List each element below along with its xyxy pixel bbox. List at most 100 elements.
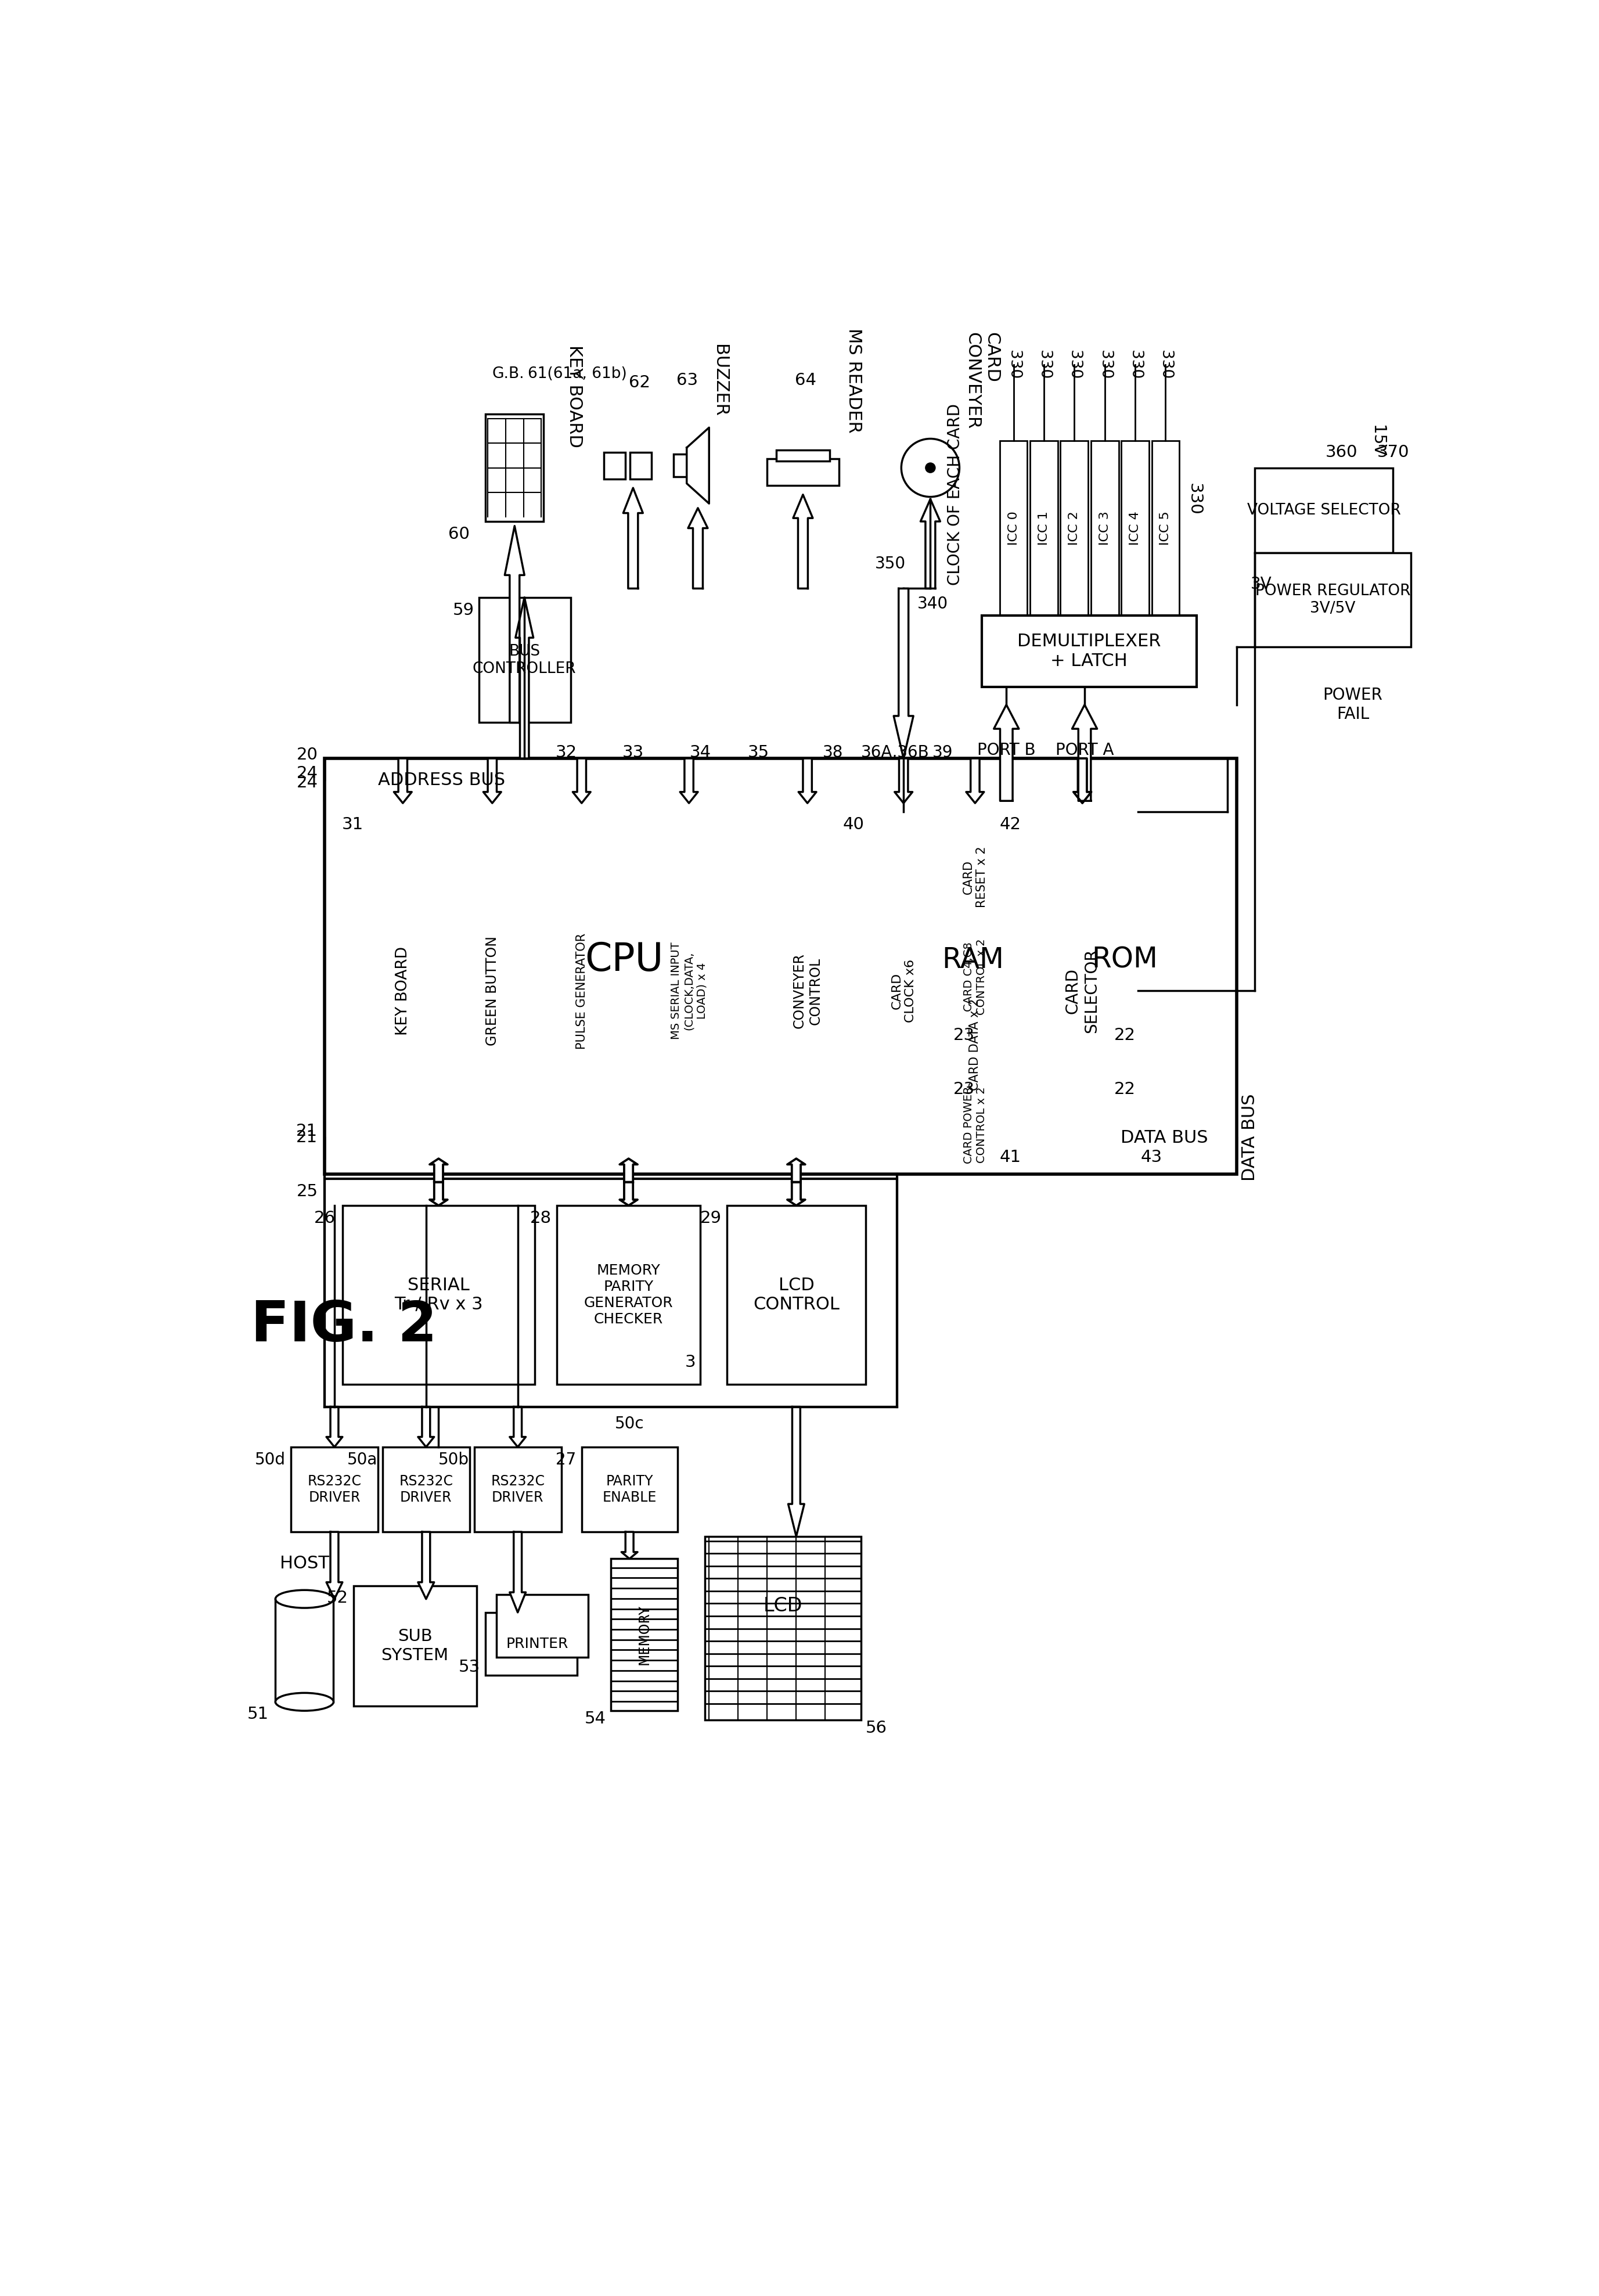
Text: 61(61a, 61b): 61(61a, 61b)	[528, 367, 627, 381]
Text: 52: 52	[326, 1591, 349, 1607]
Bar	[556, 1205, 700, 1384]
Text: 35: 35	[747, 744, 769, 760]
Polygon shape	[921, 498, 940, 588]
Text: MEMORY: MEMORY	[638, 1605, 651, 1665]
Bar	[611, 1559, 678, 1711]
Polygon shape	[430, 1182, 448, 1205]
Text: CONVEYER
CONTROL: CONVEYER CONTROL	[793, 953, 822, 1029]
Bar	[1059, 804, 1191, 1116]
Bar	[673, 455, 686, 478]
Polygon shape	[417, 1531, 433, 1598]
Text: ICC 3: ICC 3	[1099, 512, 1111, 544]
Text: 15V: 15V	[1369, 425, 1386, 457]
Text: ADDRESS BUS: ADDRESS BUS	[379, 771, 505, 788]
Text: PULSE GENERATOR: PULSE GENERATOR	[576, 932, 587, 1049]
Polygon shape	[787, 1182, 806, 1205]
Bar	[942, 813, 1009, 941]
Text: MEMORY
PARITY
GENERATOR
CHECKER: MEMORY PARITY GENERATOR CHECKER	[584, 1263, 673, 1327]
Polygon shape	[680, 758, 697, 804]
Bar	[728, 1205, 865, 1384]
Text: RS232C
DRIVER: RS232C DRIVER	[400, 1474, 453, 1504]
Polygon shape	[686, 427, 708, 503]
Text: CARD
RESET x 2: CARD RESET x 2	[963, 847, 988, 907]
Polygon shape	[510, 1407, 526, 1446]
Text: 23: 23	[953, 1081, 975, 1097]
Bar	[486, 413, 544, 521]
Bar	[942, 1010, 1009, 1079]
Polygon shape	[515, 597, 534, 758]
Text: DATA BUS: DATA BUS	[1241, 1093, 1258, 1182]
Bar	[638, 813, 740, 1169]
Text: 22: 22	[1115, 1029, 1135, 1045]
Bar	[776, 450, 830, 461]
Text: KEY BOARD: KEY BOARD	[566, 344, 584, 448]
Text: ICC 0: ICC 0	[1007, 512, 1019, 544]
Text: VOLTAGE SELECTOR: VOLTAGE SELECTOR	[1247, 503, 1401, 519]
Text: 23: 23	[953, 1029, 975, 1045]
Bar	[325, 758, 1236, 801]
Text: CARD
CONVEYER: CARD CONVEYER	[964, 333, 1001, 429]
Text: 50c: 50c	[614, 1417, 644, 1433]
Text: RS232C
DRIVER: RS232C DRIVER	[307, 1474, 361, 1504]
Polygon shape	[510, 1531, 526, 1612]
Text: SUB
SYSTEM: SUB SYSTEM	[381, 1628, 449, 1665]
Text: RAM: RAM	[942, 946, 1004, 974]
Text: DATA BUS: DATA BUS	[1121, 1130, 1207, 1146]
Text: 63: 63	[676, 372, 697, 388]
Text: PRINTER: PRINTER	[505, 1637, 568, 1651]
Polygon shape	[1073, 758, 1091, 804]
Text: 60: 60	[448, 526, 470, 542]
Text: POWER
FAIL: POWER FAIL	[1322, 687, 1383, 723]
Bar	[705, 1536, 862, 1720]
Text: 27: 27	[556, 1451, 576, 1467]
Polygon shape	[798, 758, 817, 804]
Polygon shape	[894, 758, 913, 804]
Text: 22: 22	[1115, 1081, 1135, 1097]
Polygon shape	[966, 758, 983, 804]
Bar	[548, 813, 616, 1169]
Text: 41: 41	[999, 1148, 1022, 1166]
Polygon shape	[793, 494, 812, 588]
Text: CLOCK OF EACH CARD: CLOCK OF EACH CARD	[947, 404, 963, 585]
Text: 38: 38	[822, 744, 843, 760]
Text: 43: 43	[1140, 1148, 1162, 1166]
Bar	[325, 758, 1236, 1173]
Polygon shape	[505, 526, 524, 723]
Bar	[478, 597, 571, 723]
Text: 330: 330	[1097, 351, 1113, 379]
Text: 59: 59	[453, 602, 475, 618]
Text: LCD
CONTROL: LCD CONTROL	[753, 1277, 839, 1313]
Text: 24: 24	[296, 774, 318, 792]
Text: 370: 370	[1377, 443, 1409, 459]
Bar	[353, 1587, 477, 1706]
Text: BUS
CONTROLLER: BUS CONTROLLER	[473, 643, 576, 677]
Text: 3: 3	[684, 1355, 696, 1371]
Bar	[342, 1205, 534, 1384]
Polygon shape	[688, 507, 708, 588]
Bar	[1091, 441, 1119, 615]
Polygon shape	[483, 758, 500, 804]
Text: 36A,36B: 36A,36B	[862, 744, 929, 760]
Polygon shape	[894, 588, 913, 758]
Text: 39: 39	[932, 744, 953, 760]
Text: 350: 350	[875, 556, 905, 572]
Text: ROM: ROM	[1092, 946, 1158, 974]
Text: ICC 4: ICC 4	[1129, 512, 1142, 544]
Text: 34: 34	[689, 744, 712, 760]
Bar	[475, 1446, 561, 1531]
Text: G.B.: G.B.	[492, 367, 524, 381]
Text: 50d: 50d	[254, 1451, 286, 1467]
Text: 340: 340	[918, 597, 948, 613]
Bar	[369, 813, 437, 1169]
Bar	[1027, 813, 1138, 1169]
Text: KEY BOARD: KEY BOARD	[395, 946, 411, 1035]
Text: LCD: LCD	[763, 1596, 803, 1616]
Text: 26: 26	[315, 1210, 336, 1226]
Polygon shape	[1071, 705, 1097, 801]
Bar	[999, 441, 1028, 615]
Text: 42: 42	[999, 817, 1022, 833]
Text: SERIAL
Tr / Rv x 3: SERIAL Tr / Rv x 3	[395, 1277, 483, 1313]
Text: 50b: 50b	[438, 1451, 469, 1467]
Text: MS READER: MS READER	[846, 328, 862, 434]
Polygon shape	[430, 1182, 448, 1205]
